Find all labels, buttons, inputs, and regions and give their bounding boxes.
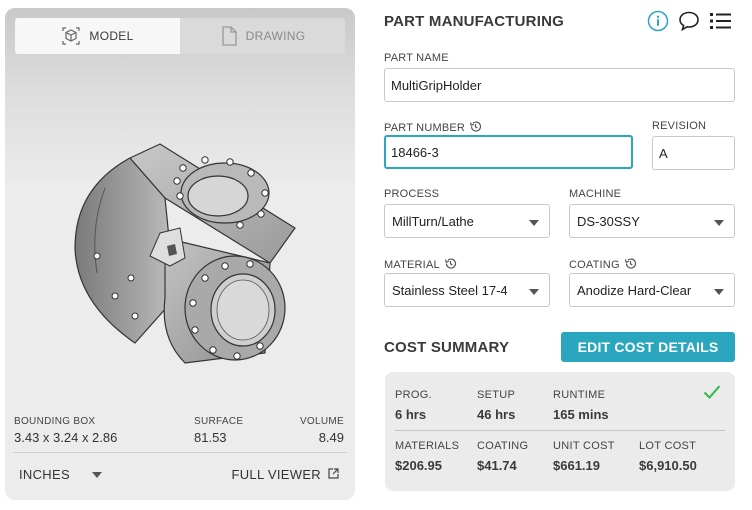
surface-label: SURFACE bbox=[194, 416, 244, 427]
units-select[interactable]: INCHES bbox=[19, 467, 102, 482]
stats-divider bbox=[13, 452, 347, 453]
coating-label: COATING bbox=[569, 257, 637, 273]
part-number-label-text: PART NUMBER bbox=[384, 122, 466, 134]
process-label-text: PROCESS bbox=[384, 188, 440, 200]
page-title: PART MANUFACTURING bbox=[384, 13, 564, 30]
prog-label: PROG. bbox=[395, 389, 432, 401]
tab-drawing[interactable]: DRAWING bbox=[180, 18, 345, 54]
unit-cost-value: $661.19 bbox=[553, 458, 600, 473]
volume-value: 8.49 bbox=[318, 430, 344, 445]
comment-icon[interactable] bbox=[678, 10, 700, 37]
runtime-label: RUNTIME bbox=[553, 389, 606, 401]
check-icon bbox=[703, 384, 721, 405]
full-viewer-link[interactable]: FULL VIEWER bbox=[231, 467, 339, 482]
machine-value: DS-30SSY bbox=[577, 213, 640, 229]
revision-value: A bbox=[659, 145, 668, 161]
surface-value: 81.53 bbox=[194, 430, 227, 445]
history-icon[interactable] bbox=[624, 257, 637, 273]
cost-summary-title: COST SUMMARY bbox=[384, 339, 510, 356]
revision-input[interactable]: A bbox=[652, 136, 735, 170]
machine-label: MACHINE bbox=[569, 188, 621, 200]
edit-cost-details-button[interactable]: EDIT COST DETAILS bbox=[561, 332, 735, 362]
part-number-label: PART NUMBER bbox=[384, 120, 482, 136]
full-viewer-label: FULL VIEWER bbox=[231, 467, 321, 482]
runtime-value: 165 mins bbox=[553, 407, 609, 422]
material-value: Stainless Steel 17-4 bbox=[392, 282, 508, 298]
units-value: INCHES bbox=[19, 467, 70, 482]
part-number-value: 18466-3 bbox=[391, 144, 439, 160]
coating-select[interactable]: Anodize Hard-Clear bbox=[569, 273, 735, 307]
model-viewport[interactable]: MODEL DRAWING bbox=[5, 8, 355, 408]
part-number-input[interactable]: 18466-3 bbox=[384, 135, 633, 169]
external-link-icon bbox=[328, 467, 339, 482]
view-tabs: MODEL DRAWING bbox=[15, 18, 345, 54]
unit-cost-label: UNIT COST bbox=[553, 440, 615, 452]
chevron-down-icon bbox=[529, 220, 539, 226]
part-name-input[interactable]: MultiGripHolder bbox=[384, 68, 735, 102]
lot-cost-value: $6,910.50 bbox=[639, 458, 697, 473]
chevron-down-icon bbox=[91, 471, 102, 478]
setup-label: SETUP bbox=[477, 389, 516, 401]
tab-model-label: MODEL bbox=[89, 29, 134, 43]
materials-label: MATERIALS bbox=[395, 440, 460, 452]
part-name-label: PART NAME bbox=[384, 52, 449, 64]
coating-cost-value: $41.74 bbox=[477, 458, 517, 473]
coating-value: Anodize Hard-Clear bbox=[577, 282, 692, 298]
model-stats: BOUNDING BOX 3.43 x 3.24 x 2.86 SURFACE … bbox=[5, 408, 355, 456]
bounding-box-label: BOUNDING BOX bbox=[14, 416, 96, 427]
model-viewer-panel: MODEL DRAWING bbox=[5, 8, 355, 500]
coating-label-text: COATING bbox=[569, 259, 620, 271]
revision-label-text: REVISION bbox=[652, 120, 707, 132]
header-actions bbox=[647, 10, 733, 37]
cube-icon bbox=[61, 26, 81, 46]
document-icon bbox=[220, 26, 238, 46]
chevron-down-icon bbox=[714, 220, 724, 226]
summary-divider bbox=[395, 430, 725, 431]
materials-value: $206.95 bbox=[395, 458, 442, 473]
tab-drawing-label: DRAWING bbox=[245, 29, 306, 43]
process-select[interactable]: MillTurn/Lathe bbox=[384, 204, 550, 238]
volume-label: VOLUME bbox=[299, 416, 344, 427]
material-label-text: MATERIAL bbox=[384, 259, 440, 271]
material-label: MATERIAL bbox=[384, 257, 457, 273]
part-3d-model bbox=[74, 143, 296, 364]
tab-model[interactable]: MODEL bbox=[15, 18, 180, 54]
history-icon[interactable] bbox=[469, 120, 482, 136]
list-icon[interactable] bbox=[709, 10, 733, 37]
chevron-down-icon bbox=[529, 289, 539, 295]
bounding-box-value: 3.43 x 3.24 x 2.86 bbox=[14, 430, 118, 445]
info-icon[interactable] bbox=[647, 10, 669, 37]
part-name-label-text: PART NAME bbox=[384, 52, 449, 64]
revision-label: REVISION bbox=[652, 120, 706, 132]
coating-cost-label: COATING bbox=[477, 440, 529, 452]
process-label: PROCESS bbox=[384, 188, 439, 200]
prog-value: 6 hrs bbox=[395, 407, 427, 422]
setup-value: 46 hrs bbox=[477, 407, 516, 422]
machine-select[interactable]: DS-30SSY bbox=[569, 204, 735, 238]
cost-summary-card: PROG. 6 hrs SETUP 46 hrs RUNTIME 165 min… bbox=[385, 372, 735, 491]
material-select[interactable]: Stainless Steel 17-4 bbox=[384, 273, 550, 307]
history-icon[interactable] bbox=[444, 257, 457, 273]
part-name-value: MultiGripHolder bbox=[391, 77, 482, 93]
chevron-down-icon bbox=[714, 289, 724, 295]
lot-cost-label: LOT COST bbox=[639, 440, 697, 452]
machine-label-text: MACHINE bbox=[569, 188, 622, 200]
process-value: MillTurn/Lathe bbox=[392, 213, 474, 229]
